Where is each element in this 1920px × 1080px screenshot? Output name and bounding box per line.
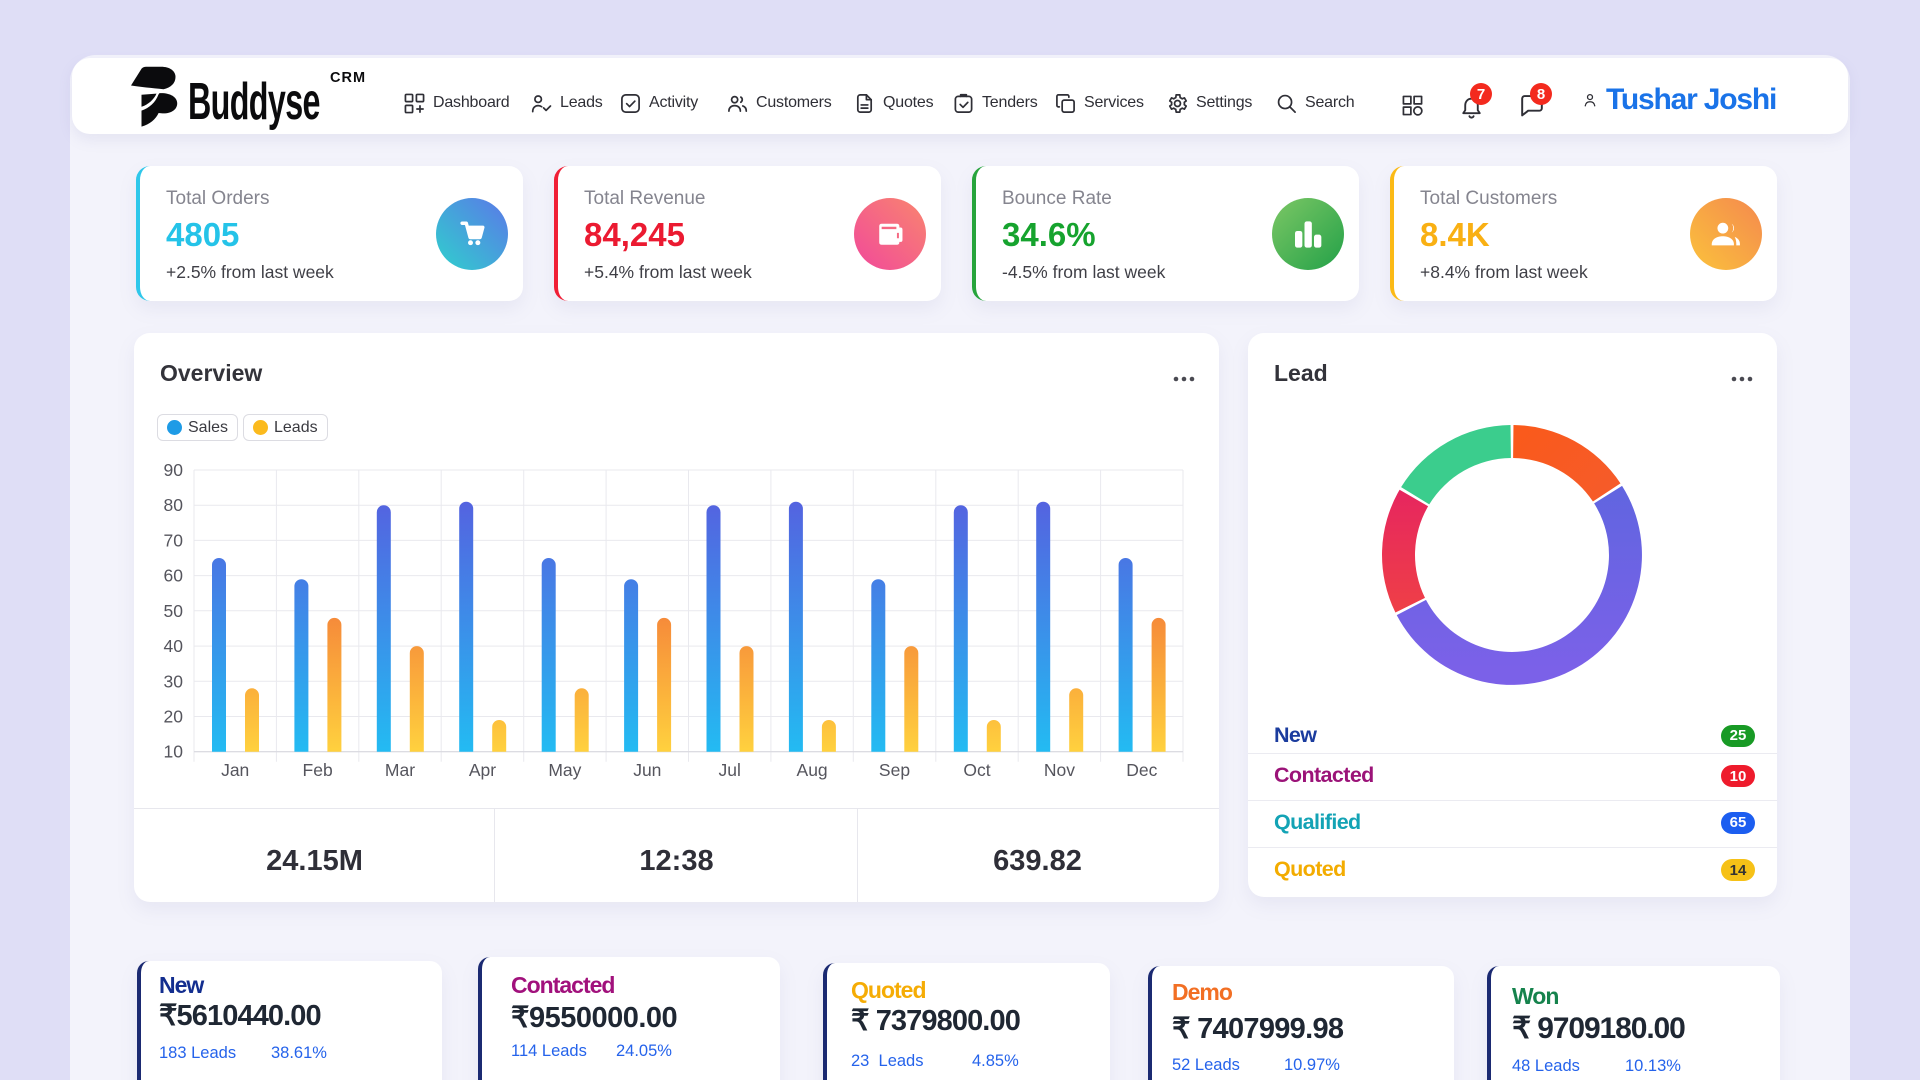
- svg-text:60: 60: [164, 566, 184, 586]
- svg-text:10: 10: [164, 742, 184, 762]
- svg-text:20: 20: [164, 707, 184, 727]
- svg-text:Sep: Sep: [879, 760, 910, 780]
- svg-text:40: 40: [164, 636, 184, 656]
- svg-text:30: 30: [164, 671, 184, 691]
- svg-text:Apr: Apr: [469, 760, 496, 780]
- svg-text:Jul: Jul: [719, 760, 741, 780]
- svg-text:Oct: Oct: [963, 760, 990, 780]
- svg-text:Mar: Mar: [385, 760, 415, 780]
- svg-text:50: 50: [164, 601, 184, 621]
- svg-text:Dec: Dec: [1126, 760, 1157, 780]
- svg-text:Feb: Feb: [303, 760, 333, 780]
- svg-text:Jan: Jan: [221, 760, 249, 780]
- svg-text:Jun: Jun: [633, 760, 661, 780]
- svg-text:May: May: [548, 760, 581, 780]
- svg-text:Nov: Nov: [1044, 760, 1075, 780]
- svg-text:70: 70: [164, 530, 184, 550]
- svg-text:90: 90: [164, 460, 184, 480]
- svg-text:Aug: Aug: [797, 760, 828, 780]
- svg-text:80: 80: [164, 495, 184, 515]
